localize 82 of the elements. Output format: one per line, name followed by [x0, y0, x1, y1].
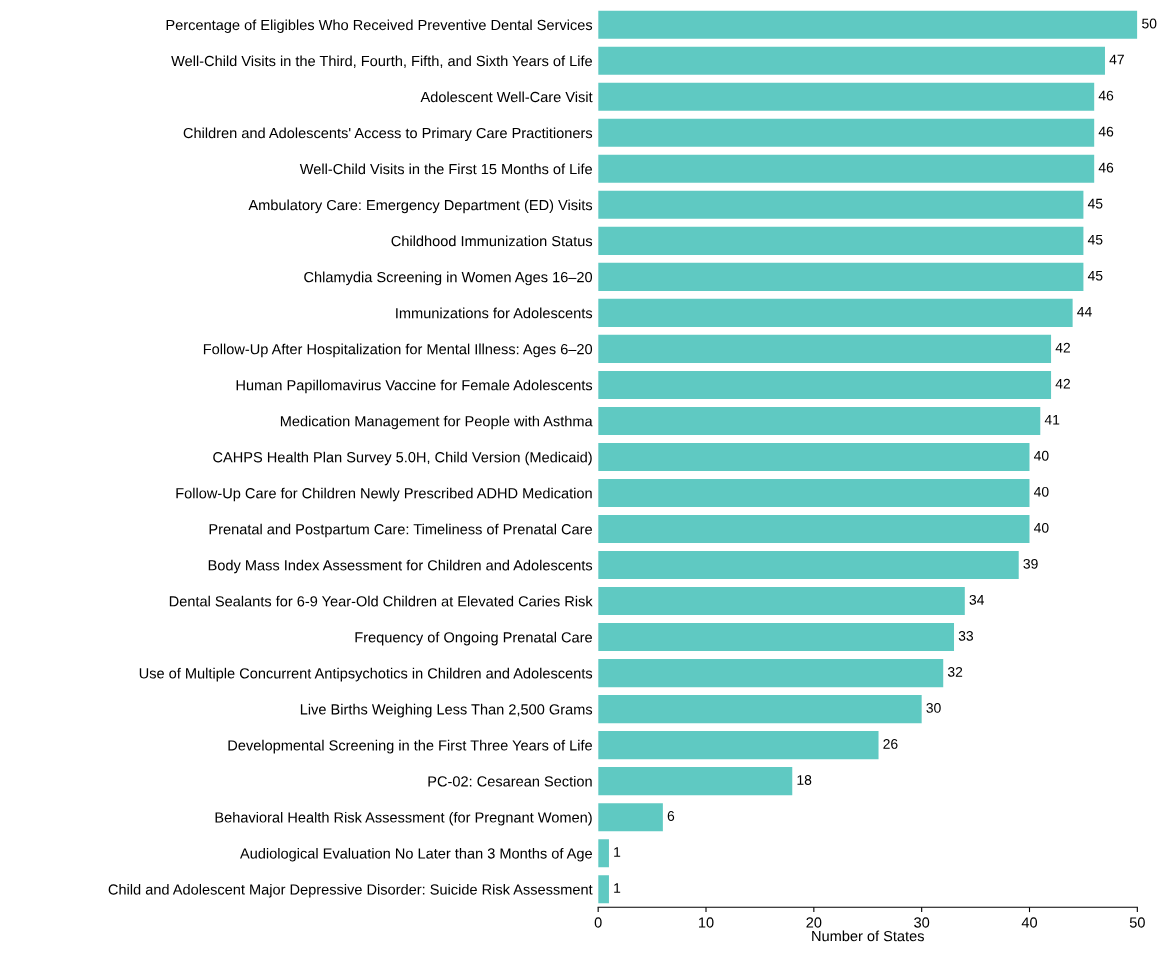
y-tick-label: Immunizations for Adolescents: [396, 307, 593, 319]
data-label: 42: [1055, 342, 1070, 353]
data-label: 50: [1142, 18, 1157, 29]
bar: [598, 478, 1030, 508]
y-tick-label: CAHPS Health Plan Survey 5.0H, Child Version (Medicaid): [213, 451, 592, 466]
y-tick-label: Behavioral Health Risk Assessment (for Pregnant Women): [215, 811, 592, 826]
y-tick-label: Human Papillomavirus Vaccine for Female Adolescents: [236, 379, 593, 394]
data-label: 47: [1109, 54, 1124, 65]
y-tick-label: Live Births Weighing Less Than 2,500 Grams: [300, 703, 593, 718]
bar: [598, 406, 1041, 435]
bar: [598, 226, 1084, 255]
y-tick-label: Follow-Up Care for Children Newly Prescribed ADHD Medication: [176, 487, 592, 502]
bar: [598, 623, 955, 652]
bar: [598, 82, 1095, 111]
y-tick-label: Body Mass Index Assessment for Children and Adolescents: [208, 559, 593, 574]
bar: [598, 10, 1138, 39]
data-label: 30: [926, 703, 941, 713]
y-tick-label: Chlamydia Screening in Women Ages 16–20: [304, 271, 593, 286]
data-label: 34: [969, 594, 985, 605]
bar: [598, 550, 1019, 580]
data-label: 18: [797, 775, 812, 785]
bar: [598, 334, 1052, 363]
data-label: 44: [1077, 306, 1092, 317]
y-tick-label: Medication Management for People with Asthma: [280, 415, 593, 430]
y-tick-label: Prenatal and Postpartum Care: Timeliness of Prenatal Care: [209, 523, 592, 538]
x-tick-label: 20: [806, 917, 822, 928]
bar: [598, 298, 1073, 327]
y-tick-label: Children and Adolescents' Access to Primary Care Practitioners: [183, 127, 593, 142]
data-label: 46: [1098, 126, 1114, 137]
data-label: 42: [1055, 378, 1070, 389]
data-label: 41: [1044, 414, 1060, 425]
y-tick-label: PC-02: Cesarean Section: [428, 775, 592, 787]
bar: [598, 875, 609, 904]
y-tick-label: Ambulatory Care: Emergency Department (ED) Visits: [248, 199, 593, 214]
bar: [598, 731, 879, 760]
data-label: 45: [1087, 270, 1103, 281]
y-tick-label: Well-Child Visits in the Third, Fourth, Fifth, and Sixth Years of Life: [171, 55, 592, 68]
bar: [598, 767, 793, 796]
y-tick-label: Child and Adolescent Major Depressive Disorder: Suicide Risk Assessment: [108, 883, 593, 898]
data-label: 1: [614, 883, 621, 893]
data-label: 46: [1098, 90, 1114, 101]
data-label: 45: [1087, 234, 1103, 245]
y-tick-label: Childhood Immunization Status: [391, 235, 593, 247]
y-tick-label: Use of Multiple Concurrent Antipsychotics in Children and Adolescents: [139, 667, 593, 682]
x-axis-title: Number of States: [812, 930, 924, 942]
x-tick-label: 10: [699, 917, 714, 928]
data-label: 40: [1033, 522, 1049, 533]
y-tick-label: Developmental Screening in the First Three Years of Life: [228, 739, 592, 754]
bar: [598, 514, 1030, 544]
bar: [598, 803, 663, 832]
x-tick-label: 50: [1129, 917, 1145, 928]
bar: [598, 154, 1095, 183]
data-label: 33: [958, 630, 974, 641]
bar: [598, 370, 1052, 399]
data-label: 39: [1023, 558, 1038, 569]
x-tick-label: 30: [914, 917, 930, 928]
data-label: 40: [1033, 450, 1049, 461]
bar: [598, 262, 1084, 291]
y-tick-label: Well-Child Visits in the First 15 Months of Life: [299, 163, 592, 175]
bar: [598, 190, 1084, 219]
y-tick-label: Audiological Evaluation No Later than 3 Months of Age: [240, 847, 592, 862]
x-tick-label: 0: [594, 917, 602, 928]
bar: [598, 839, 609, 868]
y-tick-label: Adolescent Well-Care Visit: [420, 91, 593, 103]
y-tick-label: Frequency of Ongoing Prenatal Care: [355, 631, 592, 646]
y-tick-label: Dental Sealants for 6-9 Year-Old Children at Elevated Caries Risk: [169, 595, 593, 607]
data-label: 32: [947, 666, 963, 677]
x-tick-label: 40: [1021, 917, 1038, 928]
bar: [598, 695, 922, 724]
y-tick-label: Percentage of Eligibles Who Received Preventive Dental Services: [166, 19, 593, 34]
data-label: 6: [667, 811, 675, 821]
data-label: 1: [614, 847, 621, 857]
data-label: 40: [1033, 486, 1049, 497]
data-label: 26: [883, 739, 898, 749]
y-tick-label: Follow-Up After Hospitalization for Mental Illness: Ages 6–20: [203, 343, 593, 358]
data-label: 45: [1087, 198, 1103, 209]
bar: [598, 118, 1095, 147]
data-label: 46: [1098, 162, 1114, 173]
bar: [598, 442, 1030, 472]
bar: [598, 46, 1105, 75]
bar: [598, 659, 944, 688]
bar: [598, 587, 965, 616]
